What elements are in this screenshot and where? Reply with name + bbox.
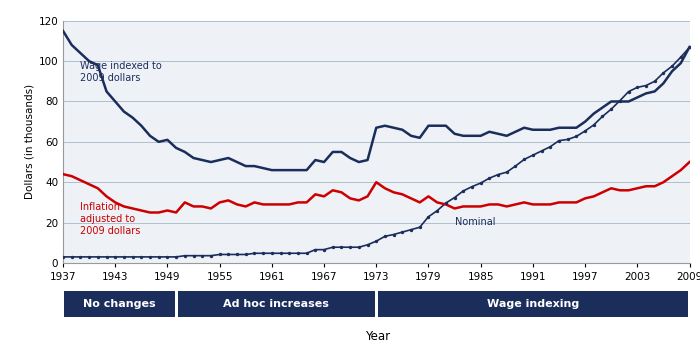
Point <box>214 252 225 257</box>
Point <box>118 254 130 260</box>
Point <box>440 200 452 206</box>
Point <box>449 195 460 200</box>
Point <box>545 144 556 149</box>
Point <box>66 254 77 260</box>
Point <box>327 244 338 250</box>
Point <box>336 244 347 250</box>
Point <box>136 254 147 260</box>
Y-axis label: Dollars (in thousands): Dollars (in thousands) <box>25 84 34 199</box>
Point <box>466 184 477 190</box>
Point <box>197 253 208 258</box>
Point <box>510 163 521 169</box>
Point <box>640 83 652 88</box>
Point <box>493 172 504 177</box>
Point <box>275 251 286 256</box>
Point <box>284 251 295 256</box>
Point <box>676 54 687 60</box>
Point <box>554 138 565 144</box>
Text: Ad hoc increases: Ad hoc increases <box>223 299 329 309</box>
Point <box>666 63 678 69</box>
Point <box>527 152 538 158</box>
Point <box>223 252 234 257</box>
Point <box>309 247 321 253</box>
Point <box>354 244 365 250</box>
Point <box>205 253 216 258</box>
Point <box>127 254 138 260</box>
Point <box>458 188 469 194</box>
Point <box>344 244 356 250</box>
Point <box>240 252 251 257</box>
Point <box>179 253 190 258</box>
Point <box>475 180 486 186</box>
Point <box>432 208 443 213</box>
Point <box>266 251 277 256</box>
Point <box>248 251 260 256</box>
Point <box>232 252 243 257</box>
Point <box>92 254 104 260</box>
Point <box>371 238 382 244</box>
Text: Inflation
adjusted to
2009 dollars: Inflation adjusted to 2009 dollars <box>80 202 141 236</box>
Point <box>658 70 669 75</box>
Point <box>684 45 695 50</box>
Point <box>519 157 530 162</box>
Point <box>597 113 608 119</box>
Point <box>171 254 182 260</box>
Point <box>631 85 643 90</box>
Point <box>75 254 86 260</box>
Point <box>562 137 573 142</box>
Point <box>615 98 626 103</box>
Point <box>362 242 373 248</box>
Point <box>588 122 599 128</box>
Point <box>570 134 582 139</box>
Point <box>623 89 634 94</box>
Point <box>110 254 121 260</box>
Point <box>101 254 112 260</box>
Point <box>57 254 69 260</box>
Point <box>258 251 269 256</box>
Text: Year: Year <box>365 329 391 343</box>
Point <box>153 254 164 260</box>
Point <box>606 107 617 112</box>
Text: Nominal: Nominal <box>454 217 495 227</box>
Point <box>144 254 155 260</box>
Point <box>301 251 312 256</box>
Point <box>188 253 199 258</box>
Text: Wage indexing: Wage indexing <box>486 299 579 309</box>
Point <box>388 232 399 237</box>
Point <box>580 128 591 134</box>
Text: Wage indexed to
2009 dollars: Wage indexed to 2009 dollars <box>80 61 162 83</box>
Point <box>293 251 304 256</box>
Text: No changes: No changes <box>83 299 156 309</box>
Point <box>405 227 416 233</box>
Point <box>423 214 434 219</box>
Point <box>649 79 660 84</box>
Point <box>379 234 391 239</box>
Point <box>536 148 547 154</box>
Point <box>501 170 512 175</box>
Point <box>83 254 94 260</box>
Point <box>318 247 330 253</box>
Point <box>414 225 426 230</box>
Point <box>397 229 408 235</box>
Point <box>162 254 173 260</box>
Point <box>484 175 495 181</box>
